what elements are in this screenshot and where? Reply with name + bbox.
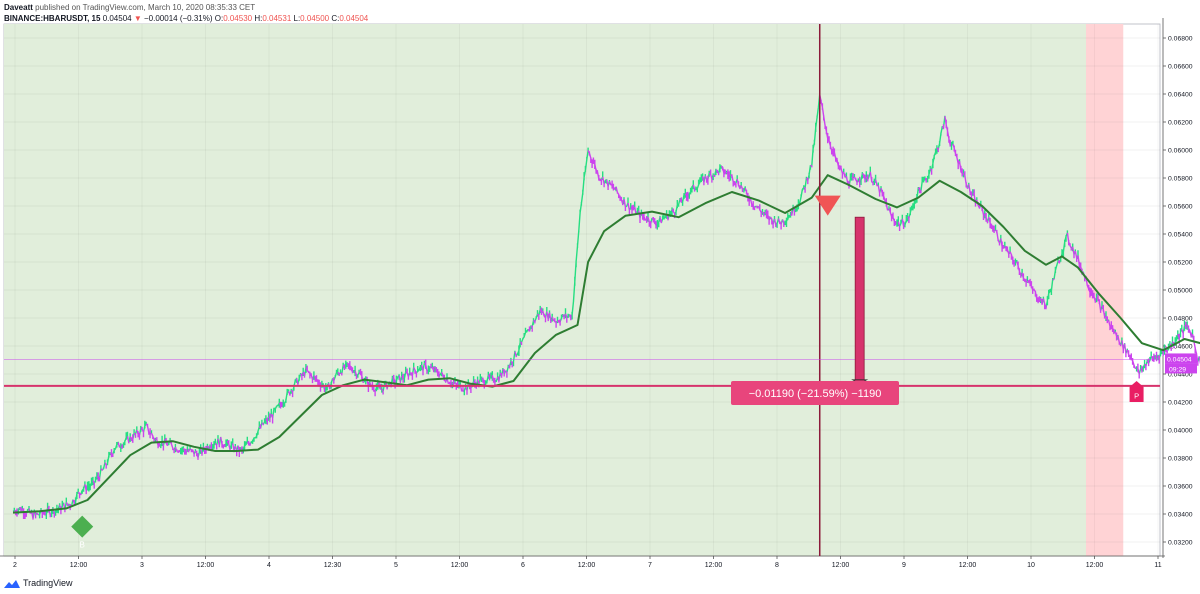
- buy-signal-label: B: [80, 541, 85, 550]
- x-tick-label: 12:00: [1086, 562, 1104, 569]
- open-label: O:: [214, 14, 224, 23]
- x-tick-label: 12:00: [959, 562, 977, 569]
- x-tick-label: 9: [902, 562, 906, 569]
- open-value: 0.04530: [223, 14, 253, 23]
- y-tick-label: 0.03800: [1168, 456, 1193, 463]
- publisher-name[interactable]: Daveatt: [4, 3, 33, 12]
- y-tick-label: 0.05400: [1168, 232, 1193, 239]
- x-tick-label: 4: [267, 562, 271, 569]
- y-tick-label: 0.05200: [1168, 260, 1193, 267]
- countdown-badge-bg: [1165, 363, 1197, 374]
- x-tick-label: 12:00: [197, 562, 215, 569]
- y-tick-label: 0.04600: [1168, 344, 1193, 351]
- y-tick-label: 0.06200: [1168, 120, 1193, 127]
- sell-triangle-icon: [814, 195, 841, 216]
- x-tick-label: 12:00: [451, 562, 469, 569]
- x-axis: 2 12:00 3 12:00 4 12:30 5 12:00 6 12:00 7 12:00 8 12:…: [0, 555, 1165, 569]
- current-price-badge-text: 0.04504: [1167, 356, 1192, 363]
- x-tick-label: 11: [1154, 562, 1161, 569]
- moving-average-line: [12, 174, 1200, 514]
- current-price-badge-bg: [1165, 353, 1197, 364]
- close-signal: P: [1129, 381, 1144, 402]
- y-tick-label: 0.03600: [1168, 484, 1193, 491]
- x-tick-label: 10: [1027, 562, 1035, 569]
- x-tick-label: 6: [521, 562, 525, 569]
- x-tick-label: 8: [775, 562, 779, 569]
- symbol-label: BINANCE:HBARUSDT, 15: [4, 14, 101, 23]
- trade-result-text: −0.01190 (−21.59%) −1190: [749, 388, 882, 400]
- trade-result-label: −0.01190 (−21.59%) −1190: [731, 381, 899, 405]
- down-arrow-icon: ▼: [133, 14, 142, 23]
- y-tick-label: 0.04000: [1168, 428, 1193, 435]
- x-tick-label: 5: [394, 562, 398, 569]
- trade-result-bg: [731, 381, 899, 405]
- close-label: C:: [331, 14, 340, 23]
- x-tick-label: 3: [140, 562, 144, 569]
- buy-signal: B: [71, 515, 94, 550]
- low-label: L:: [293, 14, 301, 23]
- publisher-line: Daveatt published on TradingView.com, Ma…: [4, 2, 368, 13]
- price-change: −0.00014 (−0.31%): [144, 14, 213, 23]
- current-price-badge: 0.04504 09:29: [1165, 353, 1197, 374]
- tradingview-logo-icon: [4, 579, 20, 588]
- y-tick-label: 0.04200: [1168, 400, 1193, 407]
- x-tick-label: 2: [13, 562, 17, 569]
- close-badge-icon: [1129, 381, 1144, 402]
- trade-arrow-shaft: [854, 216, 865, 381]
- y-tick-label: 0.06600: [1168, 64, 1193, 71]
- y-tick-label: 0.05800: [1168, 176, 1193, 183]
- bullish-background: [4, 24, 1086, 556]
- published-text: published on TradingView.com, March 10, …: [35, 3, 256, 12]
- last-price: 0.04504: [102, 14, 132, 23]
- y-tick-label: 0.04400: [1168, 372, 1193, 379]
- high-value: 0.04531: [262, 14, 292, 23]
- high-label: H:: [254, 14, 263, 23]
- y-tick-label: 0.03400: [1168, 512, 1193, 519]
- low-value: 0.04500: [300, 14, 330, 23]
- x-tick-label: 12:00: [832, 562, 850, 569]
- brand-name: TradingView: [23, 578, 73, 588]
- y-tick-label: 0.04800: [1168, 316, 1193, 323]
- x-tick-label: 7: [648, 562, 652, 569]
- x-tick-label: 12:30: [324, 562, 342, 569]
- y-tick-label: 0.06400: [1168, 92, 1193, 99]
- tradingview-brand[interactable]: TradingView: [4, 578, 73, 588]
- ohlc-line: BINANCE:HBARUSDT, 15 0.04504 ▼ −0.00014 …: [4, 13, 368, 24]
- close-signal-label: P: [1134, 392, 1139, 401]
- y-tick-label: 0.05000: [1168, 288, 1193, 295]
- close-value: 0.04504: [339, 14, 369, 23]
- y-axis: 0.03200 0.03400 0.03600 0.03800 0.04000 0.042…: [1162, 18, 1193, 558]
- y-tick-label: 0.05600: [1168, 204, 1193, 211]
- x-tick-label: 12:00: [705, 562, 723, 569]
- x-tick-label: 12:00: [70, 562, 88, 569]
- y-tick-label: 0.06000: [1168, 148, 1193, 155]
- countdown-badge-text: 09:29: [1169, 366, 1186, 373]
- bearish-background: [1085, 24, 1124, 556]
- buy-diamond-icon: [71, 515, 94, 538]
- x-tick-label: 12:00: [578, 562, 596, 569]
- y-tick-label: 0.03200: [1168, 540, 1193, 547]
- chart-header: Daveatt published on TradingView.com, Ma…: [4, 2, 368, 24]
- y-tick-label: 0.06800: [1168, 36, 1193, 43]
